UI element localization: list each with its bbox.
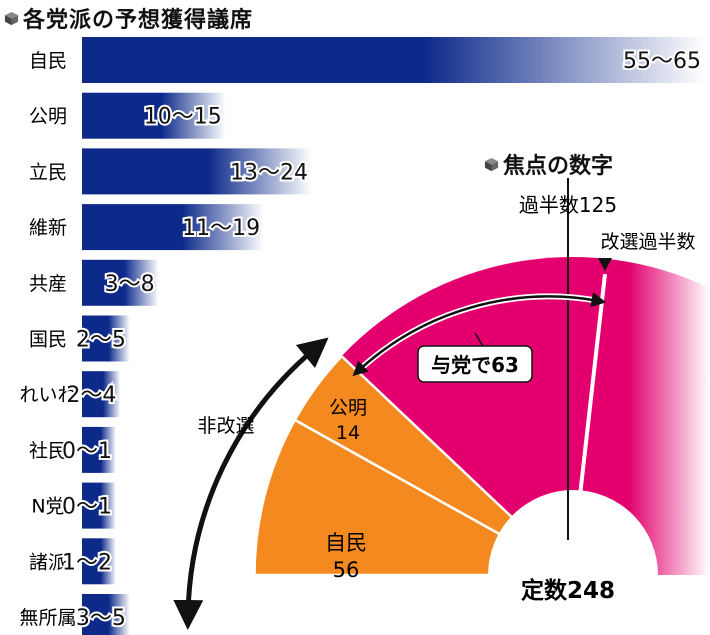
value-label: 55〜65 bbox=[623, 49, 701, 74]
jimin-slice-name: 自民 bbox=[325, 531, 367, 555]
value-label: 10〜15 bbox=[144, 105, 222, 130]
jimin-slice-value: 56 bbox=[333, 558, 360, 582]
category-label: N党 bbox=[31, 496, 64, 518]
bar bbox=[82, 259, 159, 306]
chart-title-text: 各党派の予想獲得議席 bbox=[23, 8, 254, 33]
category-label: 自民 bbox=[29, 50, 67, 72]
bar bbox=[82, 538, 116, 585]
bottom-mask bbox=[220, 575, 710, 635]
value-label: 0〜1 bbox=[62, 495, 112, 520]
callout-label: 与党で63 bbox=[431, 353, 519, 377]
callout-box bbox=[417, 345, 533, 383]
value-label: 3〜8 bbox=[105, 272, 155, 297]
focus-title-text: 焦点の数字 bbox=[503, 154, 614, 179]
category-label: 社民 bbox=[29, 440, 67, 462]
bar bbox=[82, 315, 130, 362]
category-label: 無所属 bbox=[19, 607, 76, 629]
bar bbox=[82, 482, 116, 529]
komei-slice-value: 14 bbox=[336, 422, 360, 444]
renewal-majority-marker bbox=[598, 258, 612, 271]
value-label: 11〜19 bbox=[182, 216, 260, 241]
non-renewal-arrow bbox=[173, 337, 329, 630]
cube-icon bbox=[484, 157, 499, 171]
category-label: れいわ bbox=[19, 384, 76, 406]
category-label: 維新 bbox=[29, 217, 67, 239]
bar bbox=[82, 204, 265, 251]
value-label: 2〜4 bbox=[66, 383, 116, 408]
bar bbox=[82, 37, 705, 83]
focus-title: 焦点の数字 bbox=[484, 148, 613, 180]
value-label: 1〜2 bbox=[62, 550, 112, 575]
non-renewal-label: 非改選 bbox=[197, 415, 254, 437]
bar bbox=[82, 371, 121, 418]
value-label: 2〜5 bbox=[76, 328, 126, 353]
value-label: 13〜24 bbox=[230, 160, 308, 185]
majority-label: 過半数125 bbox=[519, 193, 617, 217]
cube-icon bbox=[4, 11, 19, 25]
category-label: 立民 bbox=[29, 161, 67, 183]
komei-slice-name: 公明 bbox=[329, 397, 367, 419]
total-seats-label: 定数248 bbox=[521, 577, 615, 604]
value-label: 3〜5 bbox=[76, 606, 126, 631]
bar bbox=[82, 426, 116, 473]
bar bbox=[82, 92, 226, 139]
renewal-majority-label: 改選過半数 bbox=[600, 231, 695, 253]
bar bbox=[82, 148, 313, 195]
value-label: 0〜1 bbox=[62, 439, 112, 464]
ruling-arrow bbox=[352, 292, 607, 377]
category-label: 国民 bbox=[29, 329, 67, 351]
category-label: 公明 bbox=[29, 106, 67, 128]
chart-title: 各党派の予想獲得議席 bbox=[4, 2, 253, 34]
bar bbox=[82, 594, 130, 635]
category-label: 諸派 bbox=[29, 551, 67, 573]
category-label: 共産 bbox=[29, 273, 67, 295]
